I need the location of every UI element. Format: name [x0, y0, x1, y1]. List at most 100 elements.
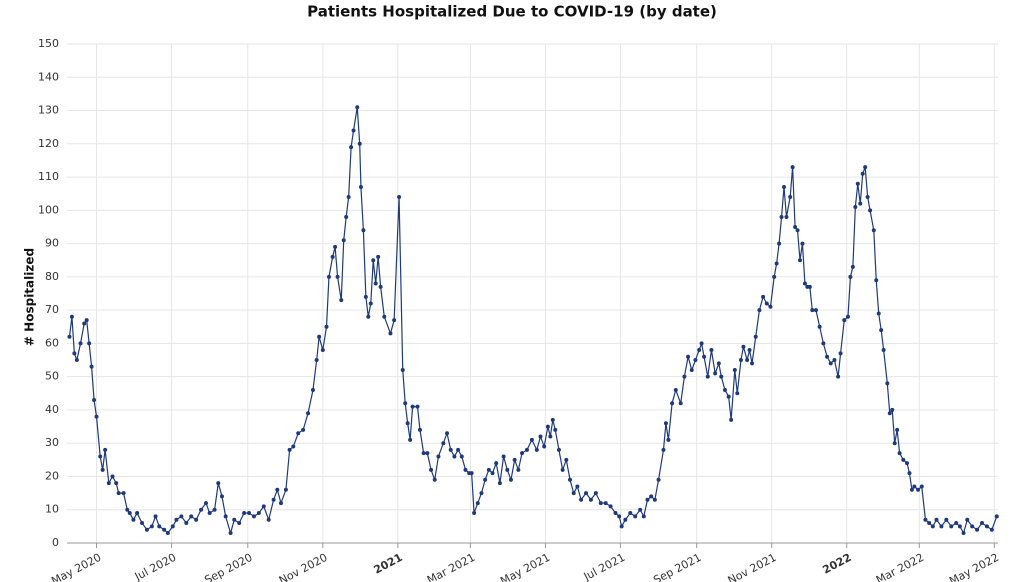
point [984, 524, 989, 529]
y-tick-label: 0 [52, 536, 59, 549]
point [306, 411, 311, 416]
point [613, 511, 618, 516]
point [916, 487, 921, 492]
point [957, 524, 962, 529]
y-tick-label: 150 [38, 37, 59, 50]
point [980, 521, 985, 526]
point [923, 517, 928, 522]
point [876, 311, 881, 316]
point [310, 387, 315, 392]
point [881, 348, 886, 353]
point [125, 507, 130, 512]
point [663, 421, 668, 426]
point [378, 284, 383, 289]
point [242, 511, 247, 516]
point [745, 358, 750, 363]
point [486, 467, 491, 472]
point [697, 348, 702, 353]
point [355, 105, 360, 110]
point [351, 128, 356, 133]
point [114, 481, 119, 486]
y-tick-label: 20 [45, 469, 59, 482]
point [719, 374, 724, 379]
point [357, 141, 362, 146]
point [346, 195, 351, 200]
point [333, 244, 338, 249]
point [103, 447, 108, 452]
point [560, 467, 565, 472]
point [469, 471, 474, 476]
point [326, 274, 331, 279]
point [661, 447, 666, 452]
point [184, 521, 189, 526]
point [121, 491, 126, 496]
point [838, 351, 843, 356]
point [927, 521, 932, 526]
point [524, 447, 529, 452]
point [456, 447, 461, 452]
point [74, 358, 79, 363]
x-tick-label: Mar 2021 [425, 551, 477, 582]
point [779, 214, 784, 219]
point [441, 441, 446, 446]
point [790, 165, 795, 170]
point [550, 417, 555, 422]
point [463, 467, 468, 472]
point [608, 504, 613, 509]
point [538, 434, 543, 439]
point [452, 454, 457, 459]
point [673, 387, 678, 392]
point [901, 457, 906, 462]
point [479, 491, 484, 496]
point [170, 524, 175, 529]
point [157, 524, 162, 529]
point [212, 507, 217, 512]
point [802, 281, 807, 286]
point [106, 481, 111, 486]
point [885, 381, 890, 386]
point [179, 514, 184, 519]
point [505, 467, 510, 472]
point [853, 205, 858, 210]
point [879, 328, 884, 333]
point [556, 447, 561, 452]
point [975, 527, 980, 532]
x-tick-label: 2021 [372, 551, 405, 577]
point [542, 444, 547, 449]
point [868, 208, 873, 213]
x-tick-label: Mar 2022 [874, 551, 926, 582]
point [617, 514, 622, 519]
point [912, 484, 917, 489]
point [961, 531, 966, 536]
y-tick-label: 110 [38, 170, 59, 183]
point [415, 404, 420, 409]
point [772, 274, 777, 279]
point [670, 401, 675, 406]
point [92, 397, 97, 402]
point [271, 497, 276, 502]
point [895, 427, 900, 432]
line [68, 107, 998, 536]
point [897, 451, 902, 456]
point [371, 258, 376, 263]
x-tick-label: Sep 2020 [202, 551, 254, 582]
point [588, 497, 593, 502]
x-tick-label: 2022 [820, 551, 853, 577]
point [603, 501, 608, 506]
point [750, 361, 755, 366]
point [400, 368, 405, 373]
point [127, 511, 132, 516]
point [702, 354, 707, 359]
point [199, 507, 204, 512]
point [287, 447, 292, 452]
point [116, 491, 121, 496]
point [850, 264, 855, 269]
point [548, 434, 553, 439]
point [275, 487, 280, 492]
point [930, 524, 935, 529]
point [483, 477, 488, 482]
point [738, 358, 743, 363]
point [301, 427, 306, 432]
